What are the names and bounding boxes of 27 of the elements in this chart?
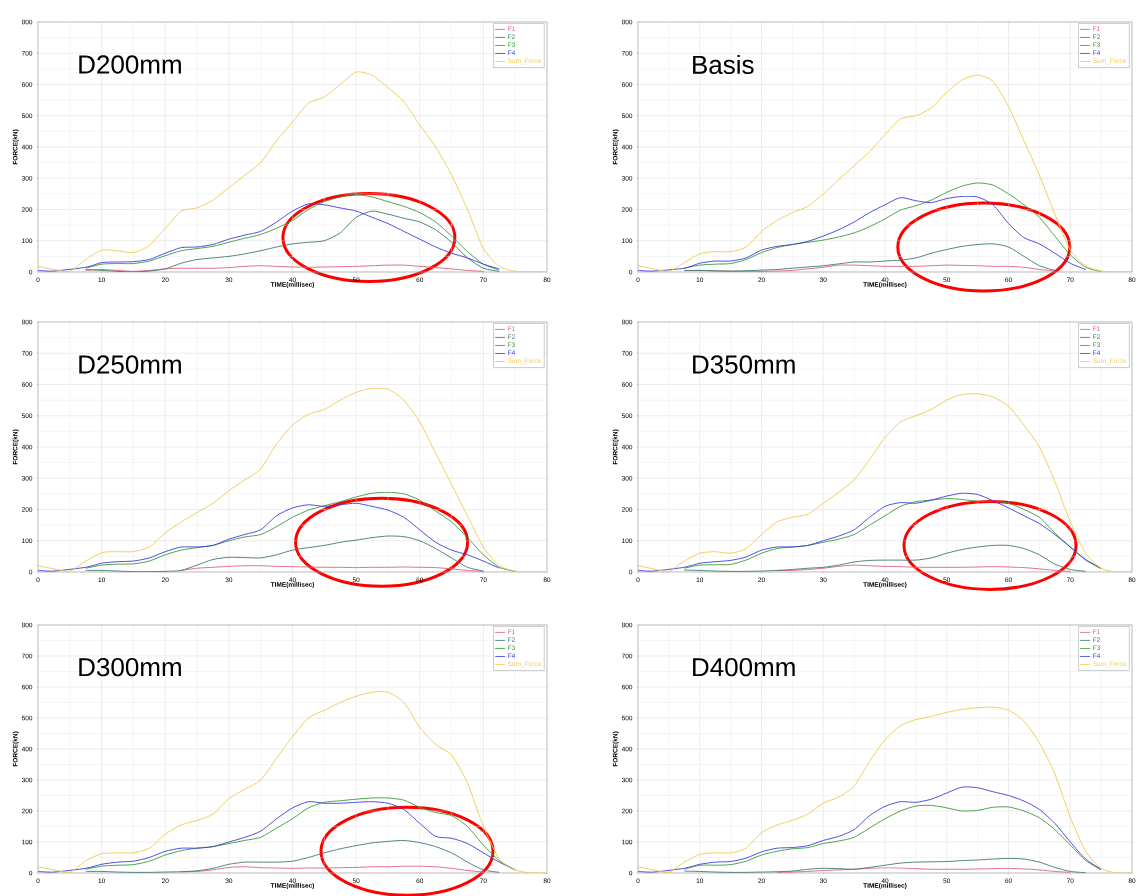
line-series xyxy=(638,492,1102,572)
line-series xyxy=(85,535,484,572)
line-series xyxy=(683,243,1056,272)
line-series xyxy=(638,195,1087,272)
line-series xyxy=(85,839,500,873)
text: D250mm xyxy=(79,355,181,374)
line-series xyxy=(638,393,1132,572)
line-series xyxy=(38,203,500,272)
line-series xyxy=(85,210,500,272)
line-series xyxy=(638,74,1132,272)
line-series xyxy=(85,491,516,572)
line-series xyxy=(85,194,500,271)
text: D200mm xyxy=(79,55,181,74)
line-series xyxy=(638,706,1132,873)
text: D300mm xyxy=(79,657,181,677)
line-series xyxy=(683,498,1102,570)
text: Basis xyxy=(693,54,754,75)
line-series xyxy=(683,857,1087,873)
text: D350mm xyxy=(693,355,795,374)
line-series xyxy=(683,804,1102,871)
line-series xyxy=(638,786,1102,873)
line-series xyxy=(85,264,484,272)
line-series xyxy=(683,544,1087,572)
line-series xyxy=(38,691,548,873)
text: D400mm xyxy=(693,657,795,677)
line-series xyxy=(38,502,500,572)
line-series xyxy=(38,387,548,572)
